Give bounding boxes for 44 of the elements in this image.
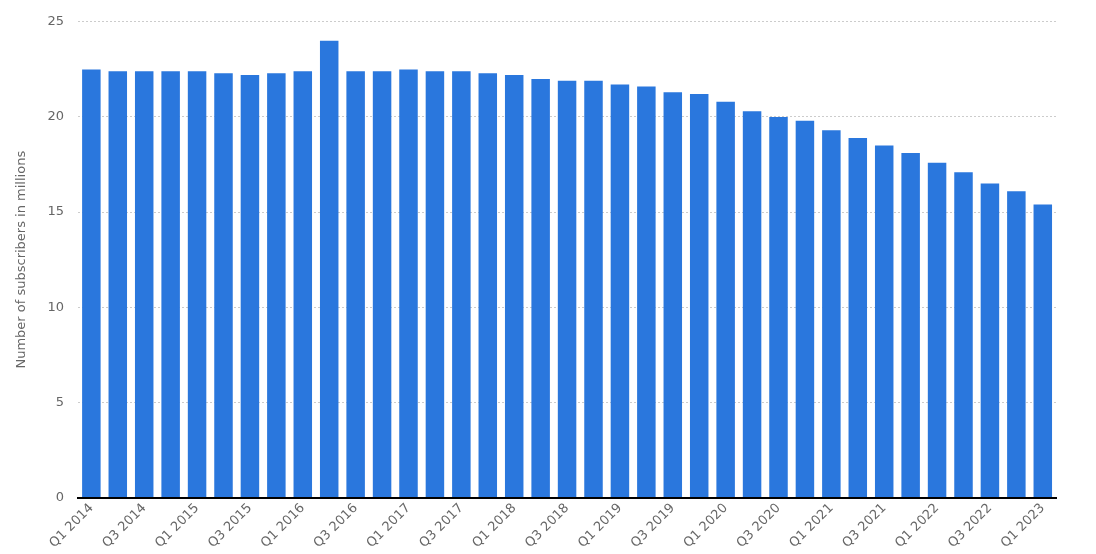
bar [346,71,365,498]
bar [1007,191,1026,498]
bar [82,69,101,498]
bar [610,84,630,498]
bar [848,137,868,498]
y-tick-label: 25 [47,13,65,29]
bar [637,86,656,498]
bar [319,40,339,498]
bar [267,73,286,498]
bar [980,183,1000,498]
bar [795,120,815,498]
bar [822,130,841,498]
bar [557,80,577,498]
bar [874,145,894,498]
bar [240,75,260,498]
y-tick-label: 5 [55,393,65,409]
bar [161,71,180,498]
bar [134,71,154,498]
bar [1033,204,1053,498]
y-tick-label: 15 [47,203,65,219]
y-tick-label: 10 [47,298,65,314]
bar [187,71,207,498]
bar [531,78,550,498]
bar [425,71,445,498]
bar [901,153,920,498]
bar [954,172,973,498]
bar [372,71,392,498]
bar [663,92,683,498]
bar [716,101,735,498]
bar [293,71,313,498]
y-tick-label: 20 [47,108,65,124]
bar [769,116,788,498]
bar [584,80,603,498]
bar [504,75,524,498]
bar [742,111,762,498]
bar [452,71,471,498]
bar [689,94,709,498]
y-axis-title: Number of subscribers in millions [13,150,29,369]
bar [214,73,233,498]
bar [399,69,418,498]
bar [478,73,498,498]
bar [927,162,947,498]
y-tick-label: 0 [55,488,65,504]
bar [108,71,128,498]
